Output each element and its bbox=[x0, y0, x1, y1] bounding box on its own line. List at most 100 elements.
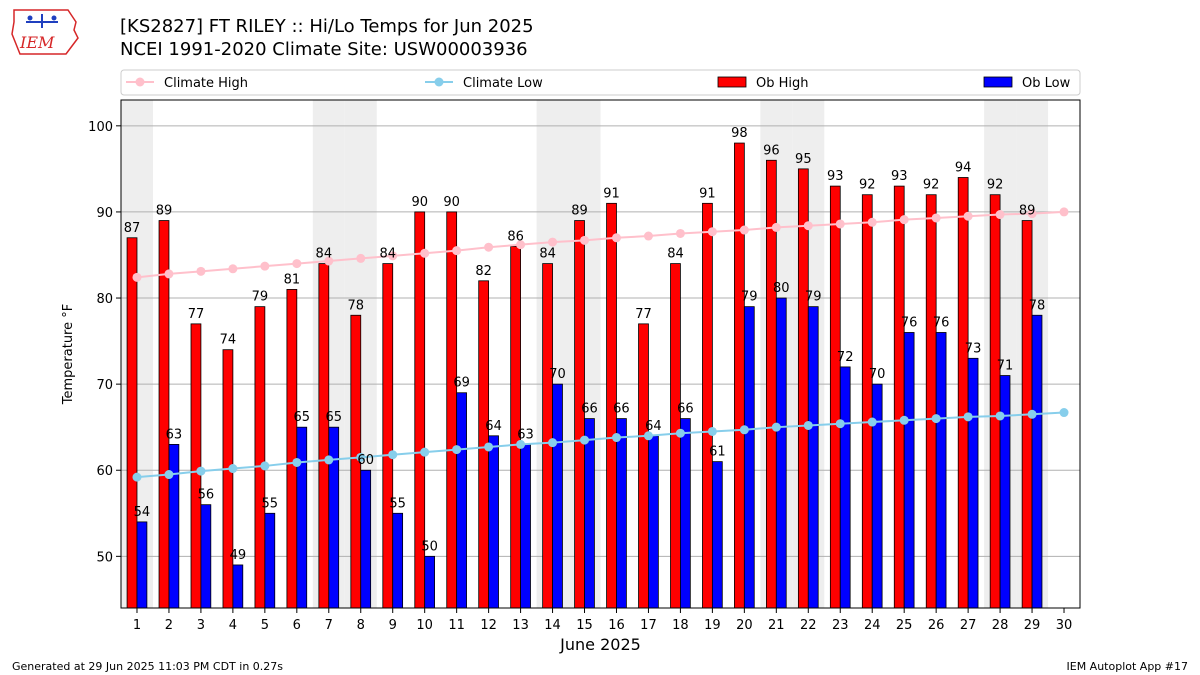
ob-high-bar bbox=[957, 177, 969, 609]
ob-high-label: 84 bbox=[667, 247, 684, 262]
plot-frame bbox=[120, 99, 1081, 609]
climate-high-point bbox=[675, 228, 685, 238]
climate-high-point bbox=[771, 222, 781, 232]
ob-low-bar bbox=[328, 426, 340, 609]
ob-high-label: 84 bbox=[316, 247, 333, 262]
ob-high-label: 84 bbox=[379, 247, 396, 262]
ob-low-bar bbox=[136, 521, 148, 609]
ob-high-label: 94 bbox=[955, 160, 972, 175]
climate-low-point bbox=[388, 450, 398, 460]
climate-high-point bbox=[164, 269, 174, 279]
ob-high-bar bbox=[286, 289, 298, 609]
ob-high-label: 91 bbox=[603, 186, 620, 201]
ob-low-bar bbox=[552, 383, 563, 609]
x-tick-label: 13 bbox=[512, 618, 529, 633]
ob-low-label: 55 bbox=[389, 496, 406, 511]
ob-high-bar bbox=[893, 185, 905, 609]
climate-high-point bbox=[356, 253, 366, 263]
climate-low-point bbox=[867, 417, 877, 427]
x-tick-label: 28 bbox=[992, 618, 1009, 633]
ob-low-label: 50 bbox=[421, 539, 438, 554]
ob-low-bar bbox=[999, 375, 1011, 609]
y-axis-label: Temperature °F bbox=[61, 304, 76, 405]
x-tick-label: 23 bbox=[832, 618, 849, 633]
climate-high-line bbox=[136, 210, 1065, 279]
x-tick-label: 15 bbox=[576, 618, 593, 633]
ob-high-bar bbox=[382, 263, 394, 609]
chart-title: [KS2827] FT RILEY :: Hi/Lo Temps for Jun… bbox=[120, 16, 534, 37]
ob-high-label: 90 bbox=[411, 195, 428, 210]
legend-climate-high-marker bbox=[135, 77, 145, 87]
climate-low-point bbox=[516, 439, 526, 449]
ob-high-bar bbox=[542, 263, 553, 609]
x-tick-label: 24 bbox=[864, 618, 881, 633]
ob-low-label: 64 bbox=[645, 419, 662, 434]
y-tick-label: 80 bbox=[96, 292, 113, 307]
ob-high-label: 93 bbox=[827, 169, 844, 184]
climate-high-point bbox=[931, 213, 941, 223]
ob-low-label: 66 bbox=[677, 402, 694, 417]
climate-high-point bbox=[803, 221, 813, 231]
ob-low-bar bbox=[168, 444, 180, 609]
legend-climate-high-label: Climate High bbox=[164, 76, 248, 91]
ob-high-label: 74 bbox=[220, 333, 237, 348]
climate-high-point bbox=[548, 237, 558, 247]
ob-high-label: 98 bbox=[731, 126, 748, 141]
climate-low-point bbox=[260, 461, 270, 471]
x-tick-label: 6 bbox=[293, 618, 301, 633]
ob-high-bar bbox=[734, 142, 745, 609]
climate-low-point bbox=[835, 419, 845, 429]
x-tick-label: 20 bbox=[736, 618, 753, 633]
y-tick-label: 60 bbox=[96, 464, 113, 479]
climate-low-point bbox=[452, 445, 462, 455]
ob-low-bar bbox=[264, 512, 276, 609]
ob-high-bar bbox=[318, 263, 330, 609]
climate-high-point bbox=[516, 240, 526, 250]
x-tick-label: 16 bbox=[608, 618, 625, 633]
x-tick-label: 18 bbox=[672, 618, 689, 633]
climate-high-point bbox=[260, 261, 270, 271]
x-tick-label: 2 bbox=[165, 618, 173, 633]
x-tick-label: 14 bbox=[544, 618, 561, 633]
x-tick-label: 21 bbox=[768, 618, 785, 633]
ob-low-bar bbox=[616, 418, 627, 609]
climate-low-point bbox=[228, 464, 238, 474]
climate-low-point bbox=[675, 428, 685, 438]
ob-low-bar bbox=[871, 383, 883, 609]
legend-ob-low-swatch bbox=[983, 76, 1013, 88]
x-tick-label: 4 bbox=[229, 618, 237, 633]
generated-timestamp: Generated at 29 Jun 2025 11:03 PM CDT in… bbox=[12, 660, 284, 673]
y-tick-label: 100 bbox=[88, 120, 113, 135]
climate-high-point bbox=[643, 231, 653, 241]
y-tick-label: 50 bbox=[96, 550, 113, 565]
ob-low-label: 63 bbox=[517, 427, 534, 442]
climate-high-point bbox=[324, 256, 334, 266]
ob-low-label: 76 bbox=[933, 315, 950, 330]
ob-low-label: 72 bbox=[837, 350, 854, 365]
y-tick-label: 70 bbox=[96, 378, 113, 393]
climate-low-point bbox=[963, 412, 973, 422]
climate-high-point bbox=[739, 225, 749, 235]
climate-high-point bbox=[835, 219, 845, 229]
ob-high-label: 90 bbox=[443, 195, 460, 210]
climate-high-point bbox=[1059, 207, 1069, 217]
climate-high-point bbox=[228, 264, 238, 274]
ob-low-bar bbox=[1031, 314, 1043, 609]
chart-subtitle: NCEI 1991-2020 Climate Site: USW00003936 bbox=[120, 39, 528, 60]
ob-high-bar bbox=[446, 211, 458, 609]
x-tick-label: 11 bbox=[448, 618, 465, 633]
ob-low-bar bbox=[935, 332, 947, 609]
ob-low-bar bbox=[488, 435, 499, 609]
climate-high-point bbox=[452, 246, 462, 256]
svg-text:IEM: IEM bbox=[19, 33, 55, 52]
y-tick-label: 90 bbox=[96, 206, 113, 221]
x-tick-label: 30 bbox=[1056, 618, 1073, 633]
ob-high-label: 92 bbox=[923, 178, 940, 193]
climate-low-point bbox=[292, 457, 302, 467]
ob-low-bar bbox=[648, 435, 659, 609]
climate-low-point bbox=[164, 470, 174, 480]
ob-low-label: 66 bbox=[613, 402, 630, 417]
climate-high-point bbox=[707, 227, 717, 237]
x-tick-label: 22 bbox=[800, 618, 817, 633]
